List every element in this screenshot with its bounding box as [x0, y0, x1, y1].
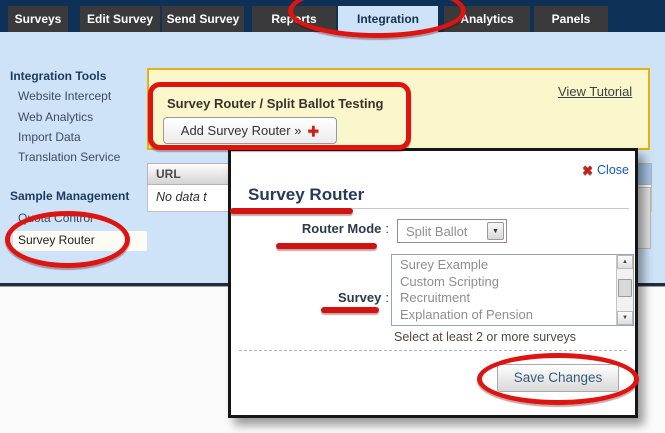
sidebar-item-website-intercept[interactable]: Website Intercept	[18, 89, 112, 103]
close-icon[interactable]: ✖	[582, 162, 594, 178]
sidebar-item-web-analytics[interactable]: Web Analytics	[18, 110, 94, 124]
survey-label-text: Survey	[338, 290, 382, 305]
survey-option[interactable]: Surey Example	[400, 257, 489, 272]
tab-edit-survey[interactable]: Edit Survey	[80, 6, 160, 32]
view-tutorial-link[interactable]: View Tutorial	[558, 84, 633, 99]
survey-options: Surey Example Custom Scripting Recruitme…	[392, 257, 616, 323]
sidebar-item-import-data[interactable]: Import Data	[18, 130, 81, 144]
survey-colon: :	[385, 290, 389, 305]
tab-send-survey[interactable]: Send Survey	[162, 6, 244, 32]
chevron-down-icon[interactable]: ▼	[487, 222, 504, 240]
router-mode-value: Split Ballot	[406, 224, 468, 239]
survey-option[interactable]: Explanation of Pension	[400, 306, 533, 322]
footer-divider	[239, 350, 627, 351]
tab-panels[interactable]: Panels	[534, 6, 608, 32]
main-navbar: Surveys Edit Survey Send Survey Reports …	[0, 6, 665, 32]
tab-analytics[interactable]: Analytics	[444, 6, 530, 32]
panel-title: Survey Router / Split Ballot Testing	[167, 96, 384, 111]
close-button[interactable]: ✖ Close	[582, 163, 629, 177]
close-label[interactable]: Close	[597, 163, 629, 177]
sidebar-selected-row	[13, 231, 147, 251]
add-plus-icon: ✚	[307, 122, 320, 139]
sidebar-item-translation-service[interactable]: Translation Service	[18, 150, 121, 164]
table-scrollbar-edge[interactable]	[636, 187, 651, 249]
listbox-scrollbar[interactable]: ▲ ▼	[616, 255, 633, 325]
tab-reports[interactable]: Reports	[252, 6, 336, 32]
router-mode-colon: :	[385, 221, 389, 236]
add-survey-router-button[interactable]: Add Survey Router » ✚	[163, 117, 337, 144]
sidebar-item-survey-router[interactable]: Survey Router	[18, 233, 95, 247]
add-button-label: Add Survey Router »	[180, 123, 302, 138]
tab-integration[interactable]: Integration	[338, 6, 438, 32]
table-header-right-edge	[636, 164, 651, 184]
scroll-down-icon[interactable]: ▼	[617, 311, 633, 325]
router-mode-label: Router Mode:	[231, 221, 389, 236]
top-strip	[0, 0, 665, 6]
sidebar-header-sample-management: Sample Management	[10, 189, 130, 203]
save-changes-button[interactable]: Save Changes	[497, 364, 619, 392]
survey-label: Survey:	[231, 290, 389, 305]
dialog-title: Survey Router	[248, 185, 365, 204]
sidebar-item-quota-control[interactable]: Quota Control	[18, 211, 93, 225]
router-mode-select[interactable]: Split Ballot ▼	[397, 219, 507, 243]
scroll-up-icon[interactable]: ▲	[617, 255, 633, 269]
survey-option[interactable]: Recruitment	[400, 290, 471, 305]
scrollbar-thumb[interactable]	[618, 279, 632, 297]
router-mode-label-text: Router Mode	[301, 221, 382, 236]
survey-router-dialog: ✖ Close Survey Router Router Mode: Split…	[228, 148, 638, 418]
tab-surveys[interactable]: Surveys	[8, 6, 68, 32]
survey-option[interactable]: Custom Scripting	[400, 273, 499, 289]
survey-multiselect[interactable]: Surey Example Custom Scripting Recruitme…	[391, 254, 634, 326]
sidebar-header-integration-tools: Integration Tools	[10, 69, 107, 83]
title-divider	[243, 208, 629, 209]
survey-hint-text: Select at least 2 or more surveys	[394, 330, 577, 344]
